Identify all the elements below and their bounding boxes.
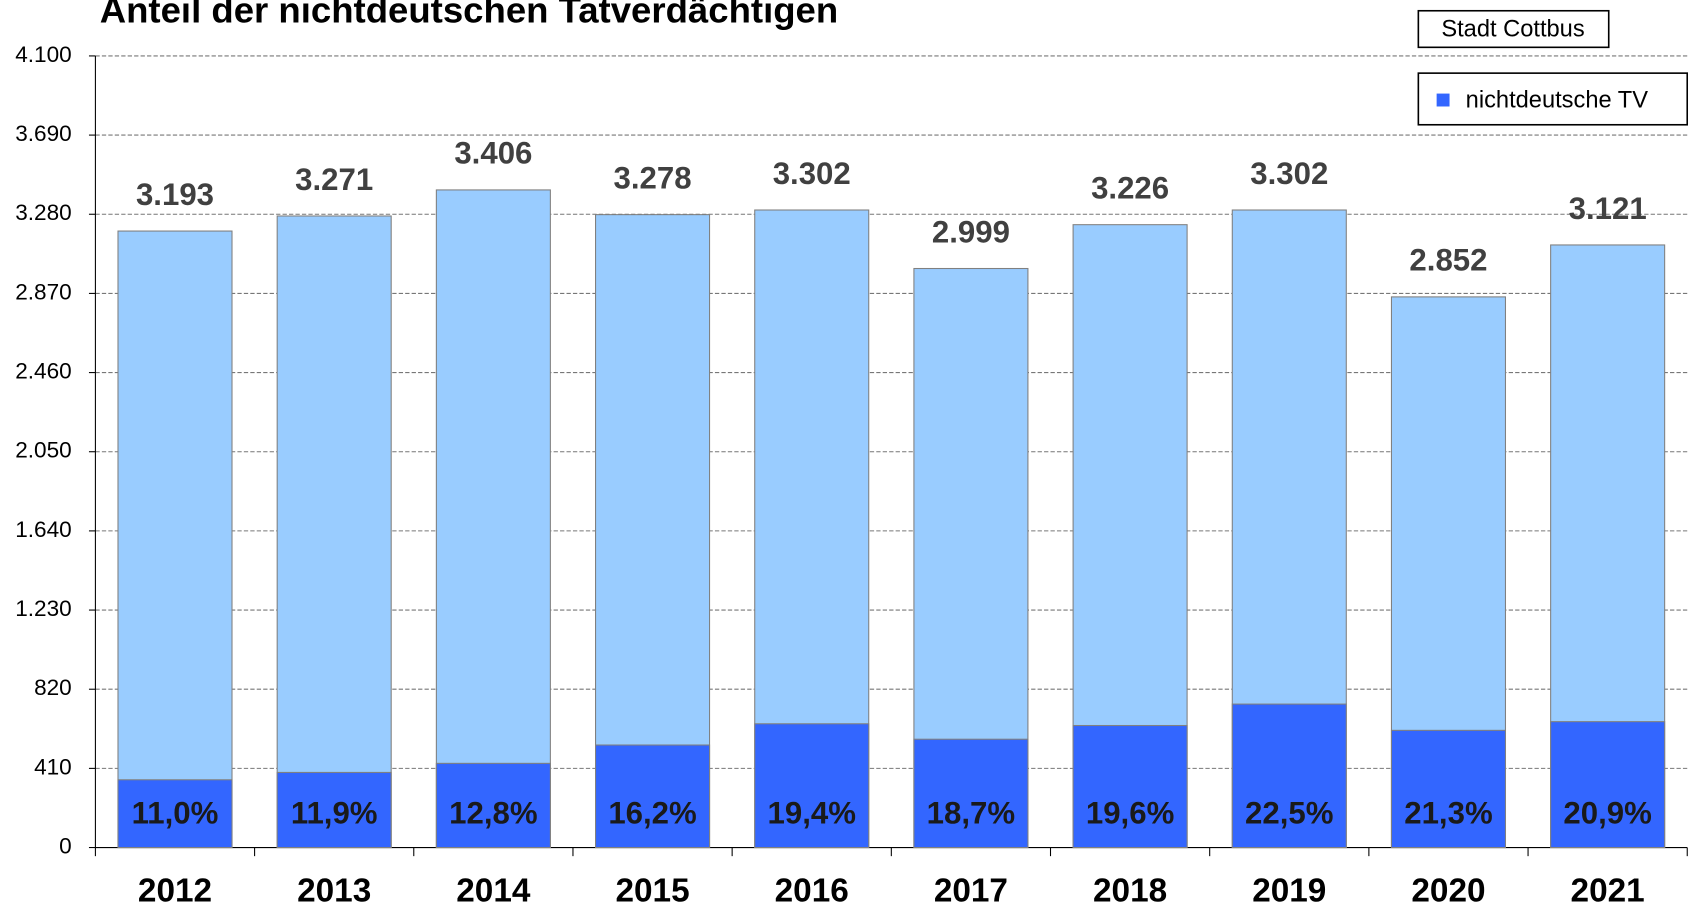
- chart-title: Anteil der nichtdeutschen Tatverdächtige…: [100, 0, 839, 31]
- bar-segment: [1550, 721, 1666, 849]
- x-tick-label: 2021: [1571, 873, 1645, 910]
- bar-total: [595, 214, 711, 849]
- share-label: 16,2%: [608, 796, 696, 831]
- y-tick-label: 3.690: [15, 121, 72, 146]
- total-label: 3.121: [1569, 191, 1647, 226]
- bar-segment: [754, 723, 870, 849]
- share-label: 12,8%: [449, 796, 537, 831]
- total-label: 3.406: [454, 136, 532, 171]
- share-label: 18,7%: [927, 796, 1015, 831]
- share-label: 11,0%: [132, 796, 219, 831]
- bar-segment: [276, 771, 392, 849]
- total-label: 3.302: [1250, 156, 1328, 191]
- x-tick-label: 2016: [775, 873, 849, 910]
- y-tick-label: 820: [34, 675, 72, 700]
- y-tick-label: 1.640: [15, 517, 72, 542]
- total-label: 3.271: [295, 162, 373, 197]
- y-tick-label: 410: [34, 754, 72, 779]
- legend-box: [1417, 72, 1688, 126]
- bar-segment: [1390, 729, 1507, 849]
- share-label: 19,6%: [1086, 796, 1174, 831]
- x-tick-label: 2017: [934, 873, 1008, 910]
- legend-marker: [1436, 93, 1450, 107]
- x-tick-label: 2014: [456, 873, 531, 910]
- share-label: 21,3%: [1404, 796, 1492, 831]
- y-tick-label: 2.870: [15, 279, 72, 304]
- y-tick-label: 2.050: [15, 438, 72, 463]
- share-label: 22,5%: [1245, 796, 1333, 831]
- x-tick-label: 2012: [138, 873, 212, 910]
- bar-total: [276, 215, 392, 849]
- bar-segment: [1231, 703, 1347, 849]
- y-tick-label: 3.280: [15, 200, 72, 225]
- x-tick-label: 2018: [1093, 873, 1167, 910]
- y-tick-label: 4.100: [15, 42, 72, 67]
- share-label: 19,4%: [768, 796, 856, 831]
- x-tick-label: 2020: [1411, 873, 1485, 910]
- total-label: 3.193: [136, 177, 214, 212]
- annotation-box: [1417, 9, 1610, 49]
- x-tick-label: 2019: [1252, 873, 1326, 910]
- total-label: 3.302: [773, 156, 851, 191]
- x-tick-label: 2015: [615, 873, 689, 910]
- y-tick-label: 1.230: [15, 596, 72, 621]
- bar-segment: [595, 744, 711, 849]
- y-tick-label: 0: [59, 834, 72, 859]
- bar-total: [117, 230, 233, 849]
- bar-segment: [1072, 724, 1188, 849]
- bar-segment: [117, 779, 233, 849]
- legend-label: nichtdeutsche TV: [1466, 87, 1649, 113]
- total-label: 2.999: [932, 214, 1010, 249]
- bar-segment: [435, 762, 551, 849]
- x-tick-label: 2013: [297, 873, 371, 910]
- share-label: 11,9%: [291, 796, 378, 831]
- total-label: 2.852: [1409, 243, 1487, 278]
- bar-segment: [913, 738, 1029, 849]
- total-label: 3.278: [614, 160, 692, 195]
- bar-total: [435, 189, 551, 849]
- annotation: Stadt Cottbus: [1441, 16, 1584, 42]
- y-tick-label: 2.460: [15, 359, 72, 384]
- total-label: 3.226: [1091, 170, 1169, 205]
- share-label: 20,9%: [1563, 796, 1651, 831]
